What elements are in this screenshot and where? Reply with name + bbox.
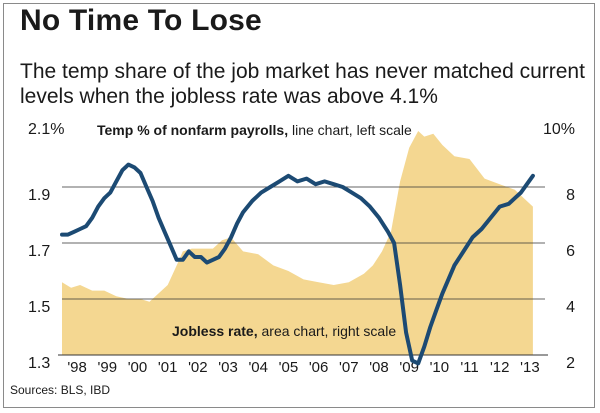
series-annotation: Temp % of nonfarm payrolls, line chart, … [97,122,412,138]
x-axis-tick-label: '98 [67,359,87,376]
left-axis-tick-label: 2.1% [28,121,64,138]
x-axis-tick-label: '08 [369,359,389,376]
right-axis-tick-label: 4 [566,299,575,316]
x-axis-tick-label: '99 [98,359,118,376]
chart-frame [3,3,595,408]
right-axis-tick-label: 2 [566,355,575,372]
right-axis-tick-label: 8 [566,187,575,204]
left-axis-tick-label: 1.7 [28,243,50,260]
temp-share-line [60,162,535,366]
series-annotation: Jobless rate, area chart, right scale [172,323,396,339]
left-axis-tick-label: 1.9 [28,187,50,204]
x-axis-tick-label: '01 [158,359,178,376]
right-axis-tick-label: 10% [543,121,575,138]
left-axis-tick-label: 1.5 [28,299,50,316]
chart-title: No Time To Lose [20,4,262,37]
x-axis-tick-label: '10 [430,359,450,376]
x-axis-tick-label: '06 [309,359,329,376]
x-axis-tick-label: '11 [460,359,478,376]
x-axis-tick-label: '05 [279,359,299,376]
x-axis-tick-label: '12 [490,359,510,376]
x-axis-tick-label: '02 [188,359,208,376]
x-axis-tick-label: '13 [520,359,540,376]
left-axis-tick-label: 1.3 [28,355,50,372]
right-axis-tick-label: 6 [566,243,575,260]
chart-subtitle: The temp share of the job market has nev… [20,60,585,108]
x-axis-tick-label: '03 [218,359,238,376]
x-axis-tick-label: '00 [128,359,148,376]
source-note: Sources: BLS, IBD [10,383,111,397]
x-axis-tick-label: '04 [248,359,268,376]
x-axis-tick-label: '07 [339,359,359,376]
